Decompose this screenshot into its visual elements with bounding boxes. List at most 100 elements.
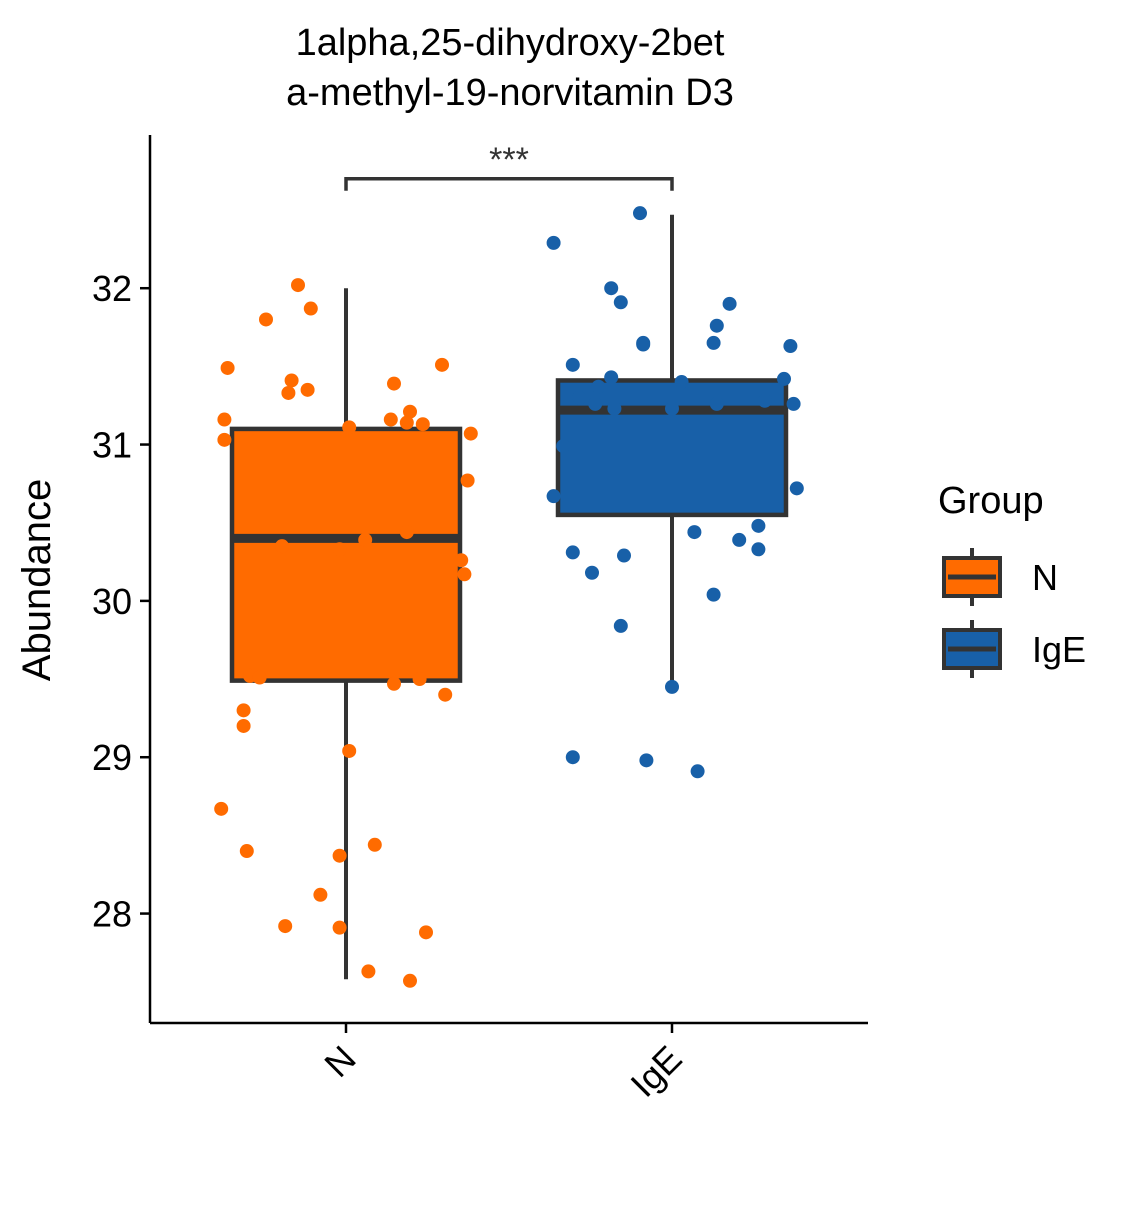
data-point [777,371,791,386]
y-axis-title: Abundance [15,479,59,681]
data-point [556,439,571,454]
data-point [706,335,721,350]
data-point [572,390,587,405]
data-point [585,565,599,580]
legend-label-N: N [1032,557,1058,598]
data-point [617,548,631,563]
data-point [709,318,724,333]
data-point [751,518,766,533]
data-point [236,718,251,733]
data-point [383,412,398,427]
y-tick-label: 29 [92,737,132,778]
data-point [783,339,798,354]
data-point [252,670,267,685]
data-point [588,396,603,411]
data-point [332,920,347,935]
data-point [435,357,449,372]
x-tick-label: IgE [622,1038,689,1105]
data-point [387,376,401,391]
data-point [636,337,651,352]
data-point [613,295,628,310]
data-point [604,281,619,296]
data-point [300,382,315,397]
data-point [757,393,772,408]
data-point [332,542,347,557]
data-point [546,489,561,504]
data-point [367,837,382,852]
data-point [454,553,469,568]
data-point [259,312,273,327]
data-point [291,278,305,293]
data-point [361,964,376,979]
box-IgE [555,378,789,518]
data-point [613,618,628,633]
data-point [214,801,229,816]
data-point [342,420,357,435]
data-point [412,672,427,687]
data-point [403,973,417,988]
data-point [674,375,689,390]
data-point [665,679,679,694]
data-point [460,473,475,488]
legend: Group N IgE [938,480,1086,678]
data-point [690,764,705,779]
data-point [278,919,293,934]
data-point [786,396,801,411]
data-point [399,415,414,430]
data-point [709,396,724,411]
y-tick-label: 28 [92,894,132,935]
data-point [220,360,235,375]
data-point [239,844,254,859]
data-point [565,750,580,765]
data-point [665,401,679,416]
data-point [358,532,373,547]
data-point [217,412,232,427]
chart-title: 1alpha,25-dihydroxy-2bet a-methyl-19-nor… [286,22,734,114]
data-point [706,587,721,602]
data-point [463,426,478,441]
data-point [438,687,453,702]
data-point [313,887,328,902]
data-point [303,301,318,316]
chart-title-line-2: a-methyl-19-norvitamin D3 [286,72,734,114]
data-point [687,525,702,540]
legend-title: Group [938,480,1044,522]
data-point [281,385,296,400]
data-point [565,545,580,560]
data-point [419,925,433,940]
y-tick-label: 30 [92,581,132,622]
data-point [565,357,580,372]
x-tick-label: N [316,1038,363,1085]
data-point [789,481,804,496]
significance-bracket [344,177,674,191]
data-point [751,542,766,557]
data-point [607,401,622,416]
box-N [229,426,463,683]
data-point [722,296,737,311]
data-point [236,703,251,718]
data-point [275,539,289,554]
data-point [399,525,414,540]
data-point [342,743,357,758]
data-point [387,676,401,691]
data-point [604,370,619,385]
data-point [217,432,232,447]
data-point [591,379,606,394]
data-point [403,404,417,419]
chart-title-line-1: 1alpha,25-dihydroxy-2bet [296,22,725,64]
data-point [639,753,654,768]
plot-area: 28 29 30 31 32 N IgE *** [92,135,868,1105]
data-point [457,567,472,582]
data-point [633,206,647,221]
data-point [732,532,747,547]
y-tick-label: 31 [92,425,132,466]
y-tick-label: 32 [92,268,132,309]
data-point [284,373,299,388]
data-point [415,417,430,432]
data-point [332,848,347,863]
data-point [546,235,561,250]
significance-label: *** [489,141,529,179]
legend-label-IgE: IgE [1032,629,1086,670]
